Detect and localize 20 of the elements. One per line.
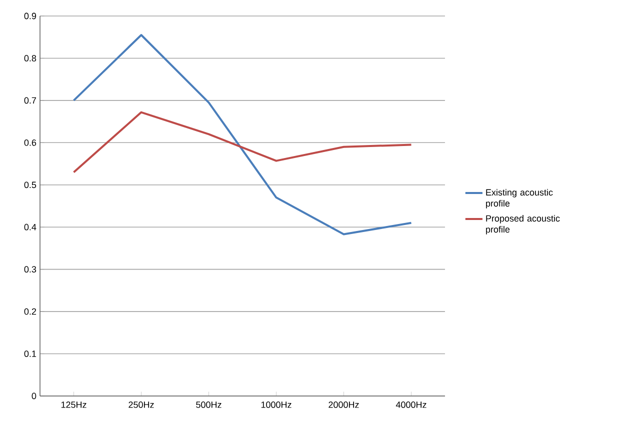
line-series: [72, 111, 412, 174]
line-series: [72, 34, 412, 236]
x-tick-label: 4000Hz: [396, 402, 426, 408]
legend-label: Proposed acoustic profile: [486, 214, 560, 234]
y-tick-label: 0.5: [24, 182, 36, 188]
x-tick-label: 250Hz: [128, 402, 154, 408]
x-tick-label: 500Hz: [196, 402, 222, 408]
y-tick-label: 0.1: [24, 350, 36, 357]
y-tick-label: 0.6: [24, 139, 36, 146]
x-tick-label: 125Hz: [61, 402, 86, 408]
y-tick-label: 0.3: [24, 266, 36, 273]
y-tick-label: 0: [32, 392, 36, 400]
y-tick-label: 0.2: [24, 308, 36, 315]
legend-label: Existing acoustic profile: [486, 188, 553, 208]
x-tick-label: 1000Hz: [261, 402, 292, 408]
y-tick-label: 0.8: [24, 55, 36, 62]
x-tick-label: 2000Hz: [328, 402, 359, 408]
y-tick-label: 0.4: [24, 224, 36, 230]
y-tick-label: 0.7: [24, 97, 36, 104]
y-tick-label: 0.9: [24, 12, 36, 20]
